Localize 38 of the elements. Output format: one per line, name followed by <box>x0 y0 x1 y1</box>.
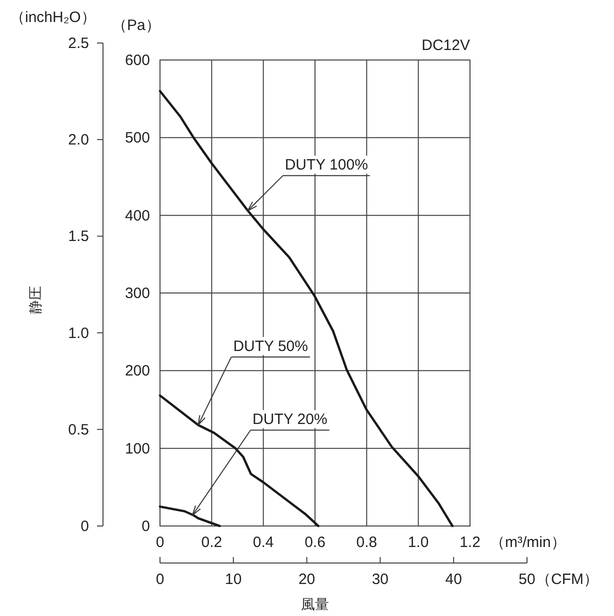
text: （inchH₂O） <box>10 9 96 26</box>
y2-tick-label: 2.0 <box>68 132 89 149</box>
text: （m³/min） <box>490 534 566 551</box>
y2-tick-label: 0.5 <box>68 421 89 438</box>
annotation: DUTY 100% <box>284 156 368 174</box>
text: （Pa） <box>112 17 160 34</box>
annotation: DUTY 20% <box>252 411 328 428</box>
y-tick-label: 100 <box>124 440 150 458</box>
y2-tick-label: 0 <box>80 518 89 535</box>
x2-tick-label: 20 <box>298 571 316 588</box>
y-tick-label: 600 <box>124 52 150 69</box>
annotation: DUTY 50% <box>233 338 308 356</box>
x-tick-label: 0.2 <box>201 534 222 551</box>
y2-tick-label: 2.5 <box>68 35 89 52</box>
line-series <box>158 90 454 528</box>
text: （CFM） <box>536 571 598 588</box>
y2-tick-label: 1.0 <box>68 324 89 342</box>
x-tick-label: 0 <box>156 534 164 551</box>
x-tick-label: 1.2 <box>460 534 480 551</box>
y-tick-label: 0 <box>142 518 150 535</box>
line-series <box>158 505 221 528</box>
y-tick-label: 400 <box>124 207 150 224</box>
x2-tick-label: 30 <box>372 571 389 588</box>
x-tick-label: 0.8 <box>356 534 378 551</box>
x2-tick-label: 0 <box>156 571 164 588</box>
y-tick-label: 300 <box>124 285 150 302</box>
x2-tick-label: 40 <box>445 571 462 588</box>
x-tick-label: 1.0 <box>408 534 429 551</box>
x-axis-title: 風量 <box>301 596 329 612</box>
y2-axis-title: 静圧 <box>27 286 43 314</box>
y-tick-label: 200 <box>124 362 150 380</box>
x-tick-label: 0.4 <box>252 534 274 551</box>
x2-tick-label: 10 <box>225 571 242 588</box>
x2-tick-label: 50 <box>518 571 536 588</box>
x-tick-label: 0.6 <box>304 534 326 551</box>
y2-tick-label: 1.5 <box>68 228 89 246</box>
chart-title: DC12V <box>422 37 470 54</box>
y-tick-label: 500 <box>124 130 150 147</box>
